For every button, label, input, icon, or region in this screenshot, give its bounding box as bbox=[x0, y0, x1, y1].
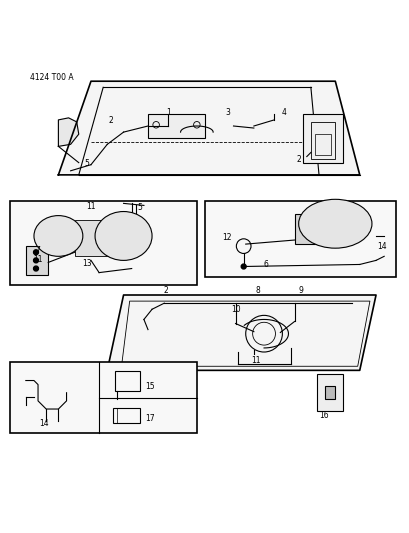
Text: 14: 14 bbox=[39, 419, 49, 428]
Text: 17: 17 bbox=[145, 414, 155, 423]
Bar bbox=[74, 220, 131, 256]
Text: 4: 4 bbox=[281, 108, 286, 117]
Bar bbox=[148, 114, 204, 138]
Text: 11: 11 bbox=[251, 356, 260, 365]
Text: 1: 1 bbox=[166, 108, 170, 117]
Bar bbox=[324, 386, 335, 399]
Text: 9: 9 bbox=[297, 286, 302, 295]
Polygon shape bbox=[58, 118, 79, 147]
Bar bbox=[9, 362, 196, 433]
Bar bbox=[26, 246, 48, 274]
Bar bbox=[294, 214, 335, 244]
Bar bbox=[314, 134, 330, 155]
Bar bbox=[316, 374, 343, 411]
Circle shape bbox=[34, 266, 38, 271]
Text: 2: 2 bbox=[296, 155, 300, 164]
Text: 2: 2 bbox=[164, 286, 168, 295]
Circle shape bbox=[34, 250, 38, 255]
Polygon shape bbox=[107, 295, 375, 370]
Text: 11: 11 bbox=[86, 201, 95, 211]
Bar bbox=[115, 371, 139, 391]
Bar bbox=[204, 201, 396, 277]
Ellipse shape bbox=[298, 199, 371, 248]
Text: 10: 10 bbox=[230, 305, 240, 314]
Text: 5: 5 bbox=[137, 203, 142, 212]
Bar bbox=[113, 408, 139, 423]
Bar bbox=[310, 122, 335, 159]
Circle shape bbox=[240, 264, 245, 269]
Text: 5: 5 bbox=[84, 159, 89, 168]
Polygon shape bbox=[58, 81, 359, 175]
Text: 15: 15 bbox=[145, 382, 155, 391]
Ellipse shape bbox=[95, 212, 152, 261]
Text: 14: 14 bbox=[376, 243, 386, 252]
Text: 3: 3 bbox=[225, 108, 229, 117]
Text: 12: 12 bbox=[222, 233, 231, 243]
Text: 11: 11 bbox=[33, 255, 43, 264]
Bar bbox=[302, 114, 343, 163]
Text: 6: 6 bbox=[263, 260, 268, 269]
Text: 4124 T00 A: 4124 T00 A bbox=[30, 72, 73, 82]
Text: 16: 16 bbox=[319, 410, 328, 419]
Text: 2: 2 bbox=[109, 116, 113, 125]
Text: 8: 8 bbox=[255, 286, 260, 295]
Ellipse shape bbox=[34, 215, 83, 256]
Text: 13: 13 bbox=[82, 259, 92, 268]
Text: 7: 7 bbox=[36, 246, 40, 255]
Circle shape bbox=[34, 258, 38, 263]
Bar bbox=[9, 201, 196, 285]
